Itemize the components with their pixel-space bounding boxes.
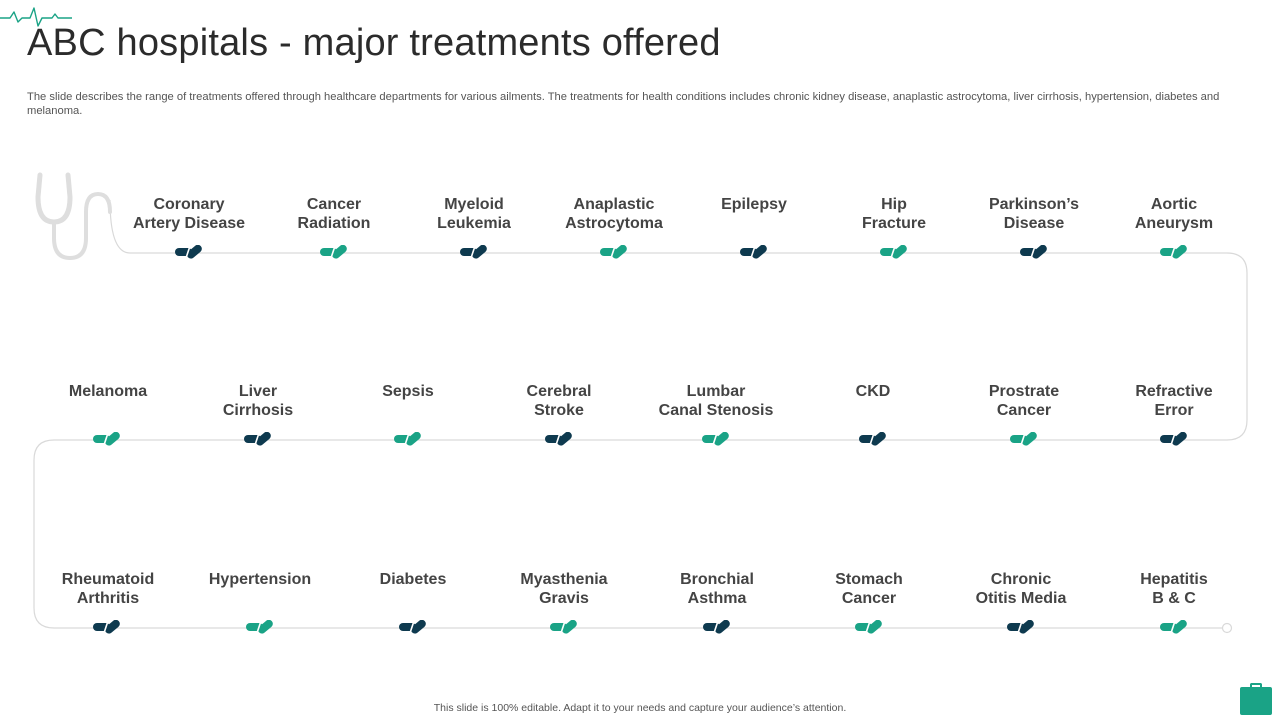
treatment-label: Stomach [835,571,903,588]
treatment-label: Cancer [996,402,1052,419]
treatment-item: Epilepsy [689,195,819,214]
capsule-icon [702,432,729,446]
treatment-item: Diabetes [348,570,478,589]
treatment-label: Anaplastic [573,196,655,213]
treatment-item: Myasthenia Gravis [499,570,629,608]
footer-note: This slide is 100% editable. Adapt it to… [433,702,847,714]
treatment-label: Otitis Media [975,590,1067,607]
treatment-label: Stroke [534,402,584,419]
treatment-item: Myeloid Leukemia [409,195,539,233]
treatment-item: Rheumatoid Arthritis [43,570,173,608]
capsule-icon [399,620,426,634]
capsule-icon [244,432,271,446]
treatment-label: Hypertension [208,571,312,588]
capsule-icon [246,620,273,634]
treatment-label: Parkinson’s [988,196,1080,213]
treatment-item: Sepsis [343,382,473,401]
treatment-label: CKD [855,383,891,400]
treatment-label: Error [1154,402,1194,419]
treatment-label: Radiation [297,215,371,232]
treatment-label: Chronic [990,571,1052,588]
treatment-item: Hypertension [195,570,325,589]
treatment-label: Fracture [861,215,927,232]
treatment-label: Diabetes [379,571,447,588]
capsule-icon [93,432,120,446]
treatment-label: Cirrhosis [222,402,294,419]
treatment-label: Rheumatoid [61,571,155,588]
page-title: ABC hospitals - major treatments offered [27,22,721,64]
treatment-label: Cancer [306,196,362,213]
treatment-item: Lumbar Canal Stenosis [651,382,781,420]
treatment-item: Prostrate Cancer [959,382,1089,420]
treatment-label: Melanoma [68,383,148,400]
treatment-item: Stomach Cancer [804,570,934,608]
treatment-label: Myeloid [444,196,504,213]
capsule-icon [880,245,907,259]
treatment-label: Prostrate [988,383,1060,400]
treatment-label: Gravis [539,590,589,607]
treatment-label: Disease [1003,215,1065,232]
treatment-label: Aneurysm [1134,215,1214,232]
capsule-icon [545,432,572,446]
treatment-label: Myasthenia [520,571,608,588]
capsule-icon [855,620,882,634]
treatment-label: Sepsis [382,383,434,400]
slide-description: The slide describes the range of treatme… [27,91,1220,117]
treatment-item: CKD [808,382,938,401]
treatment-label: Epilepsy [721,196,787,213]
treatment-item: Cerebral Stroke [494,382,624,420]
capsule-icon [320,245,347,259]
treatment-label: Bronchial [680,571,754,588]
treatment-label: Arthritis [76,590,140,607]
treatment-item: Aortic Aneurysm [1109,195,1239,233]
treatment-label: Astrocytoma [565,215,663,232]
treatment-item: Refractive Error [1109,382,1239,420]
capsule-icon [1160,432,1187,446]
capsule-icon [460,245,487,259]
treatment-item: Hepatitis B & C [1109,570,1239,608]
treatment-label: Canal Stenosis [658,402,774,419]
treatment-label: Refractive [1135,383,1213,400]
treatment-label: Lumbar [686,383,746,400]
treatment-label: Artery Disease [132,215,246,232]
capsule-icon [550,620,577,634]
capsule-icon [859,432,886,446]
capsule-icon [1160,245,1187,259]
treatment-label: Leukemia [437,215,511,232]
capsule-icon [1020,245,1047,259]
capsule-icon [1007,620,1034,634]
treatment-label: Aortic [1150,196,1198,213]
treatment-label: Hip [881,196,907,213]
treatment-item: Melanoma [43,382,173,401]
treatment-item: Cancer Radiation [269,195,399,233]
treatment-label: Coronary [153,196,225,213]
capsule-icon [740,245,767,259]
treatment-label: Cerebral [526,383,592,400]
treatment-item: Bronchial Asthma [652,570,782,608]
treatment-item: Chronic Otitis Media [956,570,1086,608]
capsule-icon [1160,620,1187,634]
stethoscope-icon [35,172,112,261]
treatment-label: Cancer [841,590,897,607]
briefcase-icon [1240,683,1272,715]
treatment-label: Asthma [687,590,747,607]
treatment-item: Anaplastic Astrocytoma [549,195,679,233]
treatment-item: Parkinson’s Disease [969,195,1099,233]
capsule-icon [600,245,627,259]
heartbeat-icon [0,7,72,27]
capsule-icon [93,620,120,634]
capsule-icon [1010,432,1037,446]
treatment-item: Liver Cirrhosis [193,382,323,420]
capsule-icon [175,245,202,259]
capsule-icon [703,620,730,634]
treatment-item: Coronary Artery Disease [124,195,254,233]
capsule-icon [394,432,421,446]
treatment-item: Hip Fracture [829,195,959,233]
treatment-label: Hepatitis [1140,571,1208,588]
treatment-label: Liver [238,383,278,400]
treatment-label: B & C [1152,590,1196,607]
